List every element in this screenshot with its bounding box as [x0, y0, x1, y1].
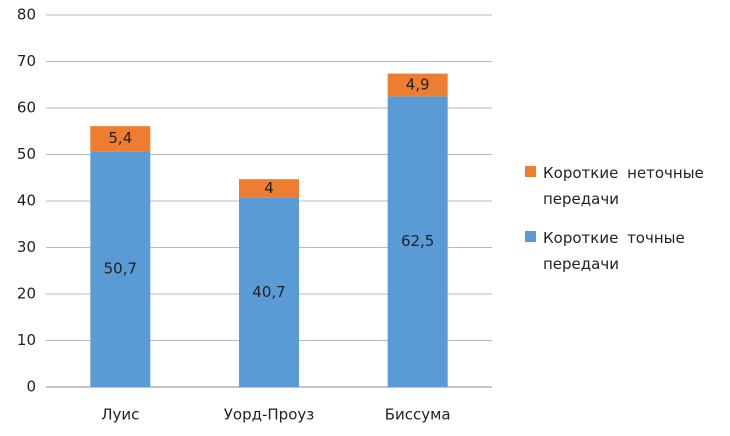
- y-tick-label: 80: [17, 6, 36, 24]
- legend-label: Короткие точные передачи: [543, 229, 685, 273]
- bar-segment: [239, 197, 299, 387]
- y-tick-label: 20: [17, 285, 36, 303]
- legend-swatch: [525, 166, 536, 177]
- value-label: 50,7: [104, 260, 137, 278]
- y-tick-label: 50: [17, 145, 36, 163]
- bar-segment: [90, 126, 151, 152]
- value-label: 62,5: [401, 232, 434, 250]
- legend-swatch: [525, 231, 536, 242]
- value-label: 4,9: [406, 75, 430, 93]
- value-label: 5,4: [108, 129, 132, 147]
- legend-item: Короткие неточные передачи: [525, 160, 718, 212]
- x-tick-label: Луис: [101, 406, 139, 424]
- y-tick-label: 60: [17, 99, 36, 117]
- legend-item: Короткие точные передачи: [525, 225, 718, 277]
- legend-label: Короткие неточные передачи: [543, 164, 704, 208]
- y-tick-label: 30: [17, 238, 36, 256]
- bar-segment: [387, 96, 448, 387]
- x-tick-label: Биссума: [385, 406, 451, 424]
- value-label: 40,7: [252, 283, 285, 301]
- y-tick-label: 10: [17, 331, 36, 349]
- bar-segment: [387, 73, 448, 97]
- x-tick-label: Уорд-Проуз: [224, 406, 314, 424]
- bar-segment: [239, 179, 299, 198]
- value-label: 4: [264, 179, 274, 197]
- y-tick-label: 40: [17, 192, 36, 210]
- bar-segment: [90, 151, 151, 387]
- y-tick-label: 0: [26, 378, 36, 396]
- y-tick-label: 70: [17, 52, 36, 70]
